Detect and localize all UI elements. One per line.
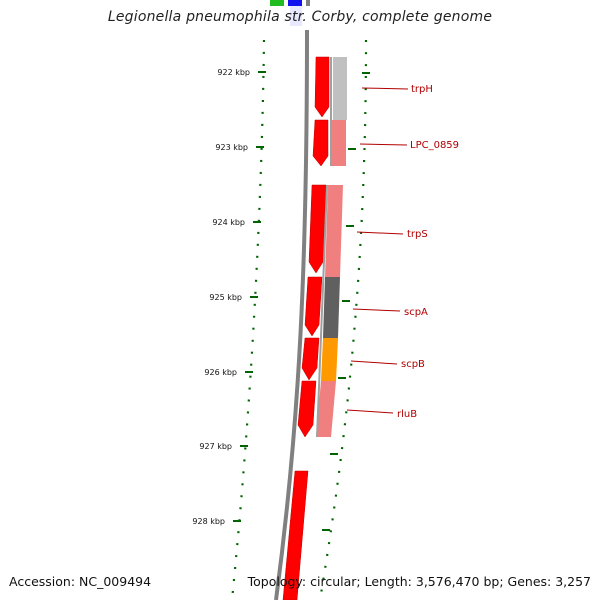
cds-features[interactable] [282,56,330,601]
top-gray-stub [306,0,310,6]
leader-line-trpS [356,231,404,235]
cds-arrow-rluB[interactable] [297,380,317,438]
outer-dotted-circle [230,39,266,601]
gene-label-scpB[interactable]: scpB [401,359,425,370]
ticks [233,71,370,531]
tick-label-926: 926 kbp [204,368,237,377]
track-block-pink-2 [325,185,343,277]
tick-label-927: 927 kbp [199,442,232,451]
cds-arrow-scpB[interactable] [301,337,320,381]
gene-label-rluB[interactable]: rluB [397,409,417,420]
inner-dotted-circle [318,39,368,601]
track-block-pink-3 [316,381,336,437]
leader-line-scpA [352,308,401,312]
tick-labels: 922 kbp 923 kbp 924 kbp 925 kbp 926 kbp … [192,68,250,526]
gene-labels: trpH LPC_0859 trpS scpA scpB rluB [397,84,459,420]
track-block-dark-grey [323,277,340,338]
genome-summary-text: Topology: circular; Length: 3,576,470 bp… [247,574,591,589]
leader-line-LPC_0859 [359,143,408,146]
leader-line-trpH [361,87,409,90]
backbone-arc [274,29,309,601]
tick-label-924: 924 kbp [212,218,245,227]
top-blue-block [288,0,302,6]
cds-arrow-LPC_0859[interactable] [312,119,329,167]
gene-label-trpS[interactable]: trpS [407,229,428,240]
gene-label-scpA[interactable]: scpA [404,307,428,318]
leader-line-rluB [346,409,394,414]
track-block-orange [321,338,338,381]
top-tracks [270,0,310,26]
track-block-light-grey [333,57,347,120]
accession-text: Accession: NC_009494 [9,574,152,589]
top-blue-gradient [290,6,302,26]
leader-line-scpB [350,360,398,365]
gene-label-LPC_0859[interactable]: LPC_0859 [410,140,459,151]
gene-label-trpH[interactable]: trpH [411,84,433,95]
tick-label-925: 925 kbp [209,293,242,302]
tick-label-922: 922 kbp [217,68,250,77]
track-edge-grey [316,184,328,438]
tick-label-923: 923 kbp [215,143,248,152]
track-block-pink-1 [331,120,346,166]
cds-arrow-trpS[interactable] [308,184,327,274]
feature-track [316,57,347,438]
cds-arrow-trpH[interactable] [314,56,330,118]
label-leaders [346,87,409,414]
top-green-block [270,0,284,6]
tick-label-928: 928 kbp [192,517,225,526]
cds-arrow-scpA[interactable] [304,276,323,337]
map-title: Legionella pneumophila str. Corby, compl… [107,9,493,25]
